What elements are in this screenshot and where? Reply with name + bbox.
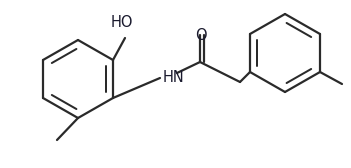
Text: HO: HO [111,15,133,30]
Text: O: O [195,28,207,43]
Text: HN: HN [163,71,185,86]
